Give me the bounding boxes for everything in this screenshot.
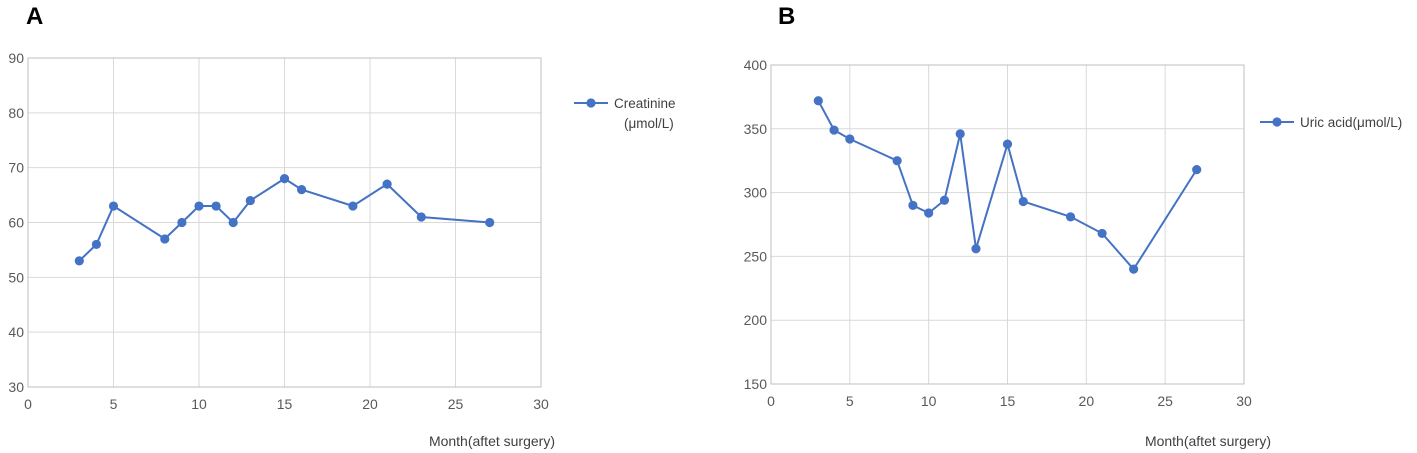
panel-a-letter: A — [26, 3, 43, 30]
panel-b-data-point — [892, 156, 902, 166]
panel-a-chart: A 30 40 50 60 70 80 90 0 5 10 15 20 25 30 Month(afte… — [8, 3, 675, 449]
panel-a-x-tick-label: 25 — [448, 396, 464, 412]
panel-b-legend-marker — [1272, 117, 1282, 127]
panel-b-y-tick-label: 300 — [744, 185, 768, 201]
panel-a-legend-label: Creatinine — [614, 96, 676, 111]
panel-a-y-tick-label: 90 — [8, 50, 24, 66]
panel-b-letter: B — [778, 3, 795, 30]
panel-b-data-point — [908, 200, 918, 210]
panel-a-data-point — [382, 179, 392, 189]
panel-a-data-point — [211, 201, 221, 211]
panel-a-y-tick-label: 60 — [8, 215, 24, 231]
panel-a-y-tick-label: 50 — [8, 269, 24, 285]
panel-a-y-tick-label: 30 — [8, 379, 24, 395]
panel-a-data-point — [245, 195, 255, 206]
panel-b-data-point — [1018, 196, 1028, 207]
panel-b-x-tick-label: 30 — [1236, 393, 1252, 409]
panel-a-legend-label-unit: (μmol/L) — [624, 116, 674, 131]
panel-b-series — [813, 96, 1202, 274]
panel-a-plot-area — [27, 57, 542, 388]
panel-b-y-tick-label: 200 — [744, 312, 768, 328]
panel-a-legend-marker — [586, 98, 596, 108]
panel-a-data-point — [74, 256, 84, 266]
panel-b-x-tick-label: 15 — [1000, 393, 1016, 409]
panel-a-data-point — [348, 201, 358, 211]
panel-b-x-tick-labels: 0 5 10 15 20 25 30 — [767, 393, 1252, 409]
panel-a-gridlines — [27, 57, 542, 388]
panel-b-x-tick-label: 5 — [846, 393, 854, 409]
panel-a-data-point — [228, 217, 238, 228]
panel-a-data-point — [485, 217, 495, 228]
panel-b-data-point — [1129, 264, 1139, 274]
panel-b-chart: B 150 200 250 300 350 400 0 5 10 15 20 25 30 Month(… — [744, 3, 1403, 449]
panel-b-data-point — [813, 96, 823, 106]
panel-a-data-point — [416, 212, 426, 222]
panel-a-data-point — [91, 239, 101, 250]
panel-a-y-tick-label: 40 — [8, 324, 24, 340]
panel-b-data-point — [1065, 212, 1076, 222]
panel-b-data-point — [1002, 139, 1013, 149]
panel-a-x-tick-label: 30 — [533, 396, 549, 412]
panel-b-y-tick-label: 350 — [744, 121, 768, 137]
panel-a-data-point — [108, 201, 119, 211]
panel-b-x-axis-label: Month(aftet surgery) — [1145, 433, 1271, 449]
panel-b-legend: Uric acid(μmol/L) — [1260, 115, 1402, 130]
panel-b-y-tick-label: 250 — [744, 248, 768, 264]
panel-a-x-tick-label: 10 — [191, 396, 207, 412]
panel-b-x-tick-label: 10 — [921, 393, 937, 409]
panel-b-data-point — [939, 195, 950, 205]
panel-a-series — [74, 174, 495, 266]
panel-b-data-point — [971, 244, 981, 254]
panel-a-x-tick-label: 0 — [24, 396, 32, 412]
panel-b-legend-label: Uric acid(μmol/L) — [1300, 115, 1402, 130]
panel-a-data-point — [279, 174, 290, 184]
panel-b-x-tick-label: 25 — [1157, 393, 1173, 409]
panel-a-legend: Creatinine (μmol/L) — [574, 96, 676, 131]
panel-b-data-point — [1192, 165, 1202, 175]
panel-a-x-tick-label: 15 — [277, 396, 293, 412]
panel-b-data-point — [955, 129, 965, 139]
panel-a-x-tick-labels: 0 5 10 15 20 25 30 — [24, 396, 549, 412]
panel-a-y-tick-labels: 30 40 50 60 70 80 90 — [8, 50, 24, 395]
panel-a-x-axis-label: Month(aftet surgery) — [429, 433, 555, 449]
panel-a-x-tick-label: 5 — [110, 396, 118, 412]
panel-a-data-point — [160, 234, 170, 244]
panel-b-data-point — [845, 134, 855, 144]
panel-a-y-tick-label: 70 — [8, 160, 24, 176]
panel-b-plot-area — [770, 64, 1245, 385]
panel-b-y-tick-labels: 150 200 250 300 350 400 — [744, 57, 768, 392]
panel-a-x-tick-label: 20 — [362, 396, 378, 412]
panel-a-data-point — [177, 217, 187, 228]
panel-b-data-point — [1097, 228, 1107, 239]
panel-b-x-tick-label: 20 — [1079, 393, 1095, 409]
panel-a-data-point — [194, 201, 204, 211]
panel-b-y-tick-label: 400 — [744, 57, 768, 73]
panel-b-x-tick-label: 0 — [767, 393, 775, 409]
panel-a-y-tick-label: 80 — [8, 105, 24, 121]
panel-a-data-point — [297, 185, 307, 195]
panel-b-data-point — [829, 125, 839, 135]
panel-b-data-point — [924, 208, 934, 218]
panel-b-gridlines — [770, 64, 1245, 385]
panel-b-y-tick-label: 150 — [744, 376, 768, 392]
